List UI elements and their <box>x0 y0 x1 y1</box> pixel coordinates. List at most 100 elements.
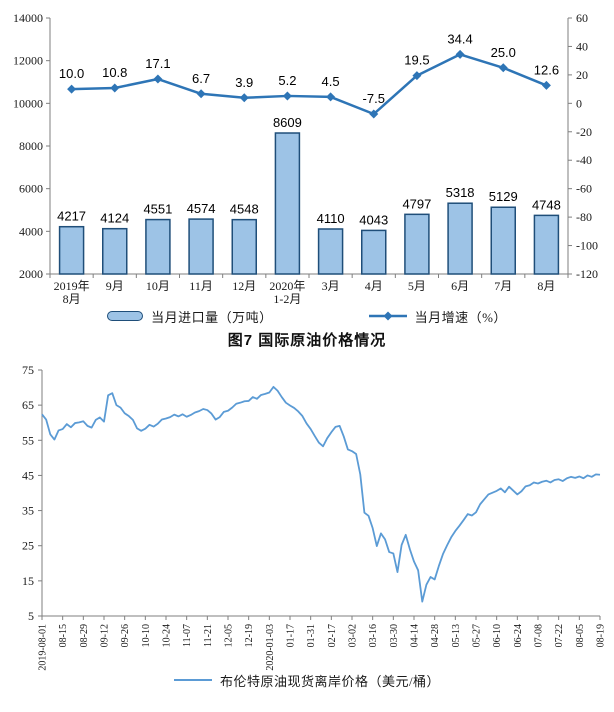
diamond-marker <box>412 71 422 81</box>
brent-series-label: 布伦特原油现货离岸价格（美元/桶） <box>219 673 441 689</box>
x-axis-date-label: 08-29 <box>79 624 90 647</box>
brent-price-chart: 5 15 25 35 45 55 65 75 2019-08-01 08-15 08-29 09-12… <box>0 354 614 692</box>
bar <box>145 218 171 275</box>
x-axis-date-label: 2019-08-01 <box>38 624 49 671</box>
bar-value-label: 4110 <box>317 211 345 226</box>
x-axis-date-label: 08-15 <box>58 624 69 647</box>
x-axis-category-label: 6月 <box>451 279 469 293</box>
y-axis-tick-label: 25 <box>22 539 34 553</box>
bar-value-label: 4124 <box>100 211 129 226</box>
bar-value-label: 5129 <box>489 189 518 204</box>
bar-value-label: 4043 <box>359 212 388 227</box>
x-axis-date-label: 08-05 <box>575 624 586 647</box>
right-axis-tick-label: -120 <box>576 267 598 281</box>
left-axis-tick-label: 6000 <box>19 182 43 196</box>
x-axis-date-label: 02-17 <box>327 624 338 647</box>
right-axis-tick-label: 0 <box>576 96 582 110</box>
diamond-marker <box>498 63 508 73</box>
x-axis-date-label: 12-05 <box>224 624 235 647</box>
bar <box>447 202 473 275</box>
x-axis-category-label: 8月 <box>537 279 555 293</box>
x-axis-date-label: 06-10 <box>492 624 503 647</box>
x-axis-date-label: 07-08 <box>534 624 545 647</box>
line-value-label: 10.8 <box>102 65 127 80</box>
brent-chart-canvas: 5 15 25 35 45 55 65 75 2019-08-01 08-15 08-29 09-12… <box>22 363 607 671</box>
y-axis-tick-label: 55 <box>22 433 34 447</box>
y-axis-tick-label: 45 <box>22 468 34 482</box>
line-series-label: 当月增速（%） <box>414 309 507 325</box>
bar-series-swatch <box>107 311 144 321</box>
bar <box>188 218 214 275</box>
x-axis-date-label: 01-31 <box>306 624 317 647</box>
bar-value-label: 4551 <box>143 202 172 217</box>
diamond-marker <box>326 92 336 102</box>
line-value-label: 3.9 <box>235 75 253 90</box>
line-value-label: 10.0 <box>59 66 84 81</box>
left-axis-tick-label: 2000 <box>19 267 43 281</box>
right-axis-tick-label: -80 <box>576 210 592 224</box>
x-axis-date-label: 03-30 <box>389 624 400 647</box>
right-axis-tick-label: 40 <box>576 39 588 53</box>
bar <box>533 214 560 275</box>
x-axis-date-label: 08-19 <box>596 624 607 647</box>
import-chart-canvas: 2000 4000 6000 8000 10000 12000 14000 -120 -100 -… <box>13 11 598 304</box>
x-axis-date-label: 09-26 <box>120 624 131 647</box>
right-axis-tick-label: -100 <box>576 239 598 253</box>
bar <box>274 132 301 275</box>
left-axis-tick-label: 14000 <box>13 11 43 25</box>
x-axis-category-label: 5月 <box>408 279 426 293</box>
legend-item-growth-rate: 当月增速（%） <box>368 307 507 326</box>
y-axis-tick-label: 35 <box>22 504 34 518</box>
x-axis-date-label: 10-24 <box>162 624 173 647</box>
line-value-label: 17.1 <box>145 56 170 71</box>
bar-value-label: 4797 <box>402 196 431 211</box>
y-axis-tick-label: 65 <box>22 398 34 412</box>
bar-value-label: 5318 <box>446 185 475 200</box>
bar <box>404 213 430 275</box>
right-axis-tick-label: -20 <box>576 125 592 139</box>
x-axis-date-label: 11-21 <box>203 624 214 647</box>
diamond-marker <box>239 93 249 103</box>
x-axis-category-label: 11月 <box>189 279 213 293</box>
x-axis-date-label: 09-12 <box>100 624 111 647</box>
x-axis-date-label: 03-02 <box>348 624 359 647</box>
diamond-marker <box>153 74 163 84</box>
brent-chart-legend: 布伦特原油现货离岸价格（美元/桶） <box>0 668 614 692</box>
bar-value-label: 4574 <box>187 201 216 216</box>
bar-series: 4217 4124 4551 4574 4548 8609 4110 4043 4797 5318… <box>57 115 561 275</box>
diamond-marker <box>196 89 206 99</box>
brent-series-swatch <box>173 674 212 686</box>
x-axis-date-label: 10-10 <box>141 624 152 647</box>
left-axis-tick-label: 10000 <box>13 96 43 110</box>
figure-title: 图7 国际原油价格情况 <box>227 332 387 349</box>
x-axis-date-label: 04-14 <box>410 624 421 647</box>
line-series-swatch <box>368 310 407 322</box>
bar-value-label: 4217 <box>57 209 86 224</box>
x-axis-category-label: 7月 <box>494 279 512 293</box>
x-axis-category-label: 4月 <box>365 279 383 293</box>
x-axis-date-label: 07-22 <box>554 624 565 647</box>
x-axis-category-label: 3月 <box>322 279 340 293</box>
x-axis-date-label: 11-07 <box>182 624 193 647</box>
x-axis-date-label: 04-28 <box>430 624 441 647</box>
import-volume-growth-chart: 2000 4000 6000 8000 10000 12000 14000 -120 -100 -… <box>0 4 614 328</box>
right-axis-tick-label: 60 <box>576 11 588 25</box>
diamond-marker <box>282 91 292 101</box>
right-axis-tick-label: 20 <box>576 68 588 82</box>
x-axis-date-label: 12-19 <box>244 624 255 647</box>
line-value-label: 4.5 <box>322 74 340 89</box>
line-value-label: 19.5 <box>404 53 429 68</box>
left-axis-tick-label: 12000 <box>13 54 43 68</box>
x-axis-category-label: 12月 <box>232 279 256 293</box>
bar <box>231 218 257 275</box>
line-value-label: 6.7 <box>192 71 210 86</box>
x-axis-date-label: 03-16 <box>368 624 379 647</box>
diamond-marker <box>67 84 77 94</box>
bar-series-label: 当月进口量（万吨） <box>151 309 273 325</box>
diamond-marker <box>455 49 465 59</box>
right-axis-tick-label: -60 <box>576 182 592 196</box>
left-axis-tick-label: 4000 <box>19 224 43 238</box>
line-value-label: 25.0 <box>491 45 516 60</box>
x-axis-date-label: 05-27 <box>472 624 483 647</box>
line-value-label: 5.2 <box>278 73 296 88</box>
